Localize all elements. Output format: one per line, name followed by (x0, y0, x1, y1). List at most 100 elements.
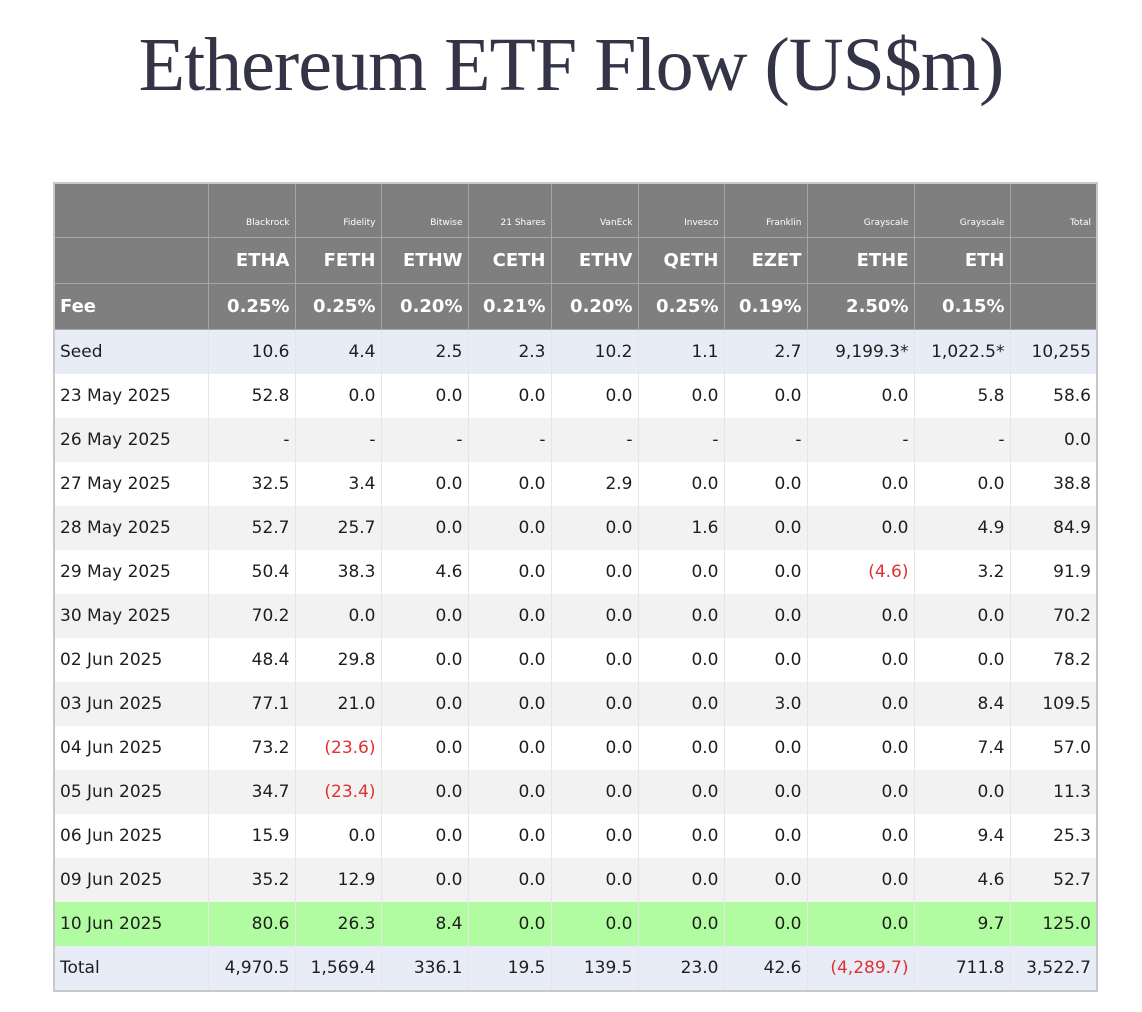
page-title: Ethereum ETF Flow (US$m) (138, 23, 1005, 107)
table-row: Seed 10.6 4.4 2.5 2.3 10.2 1.1 2.7 9,199.3* 1,022… (55, 329, 1096, 374)
flow-value-cell: - (551, 418, 639, 462)
flow-value-cell: 0.0 (381, 374, 469, 418)
issuer-name: 21 Shares (468, 184, 552, 238)
flow-value-cell: 4.6 (381, 550, 469, 594)
flow-value-cell: 3.4 (295, 462, 382, 506)
row-label: 28 May 2025 (55, 506, 209, 550)
total-row: Total 4,970.5 1,569.4 336.1 19.5 139.5 23.0 42.… (55, 946, 1096, 990)
flow-value-cell: 0.0 (381, 770, 469, 814)
fee-value: 0.20% (551, 283, 639, 330)
flow-value-cell: 4.4 (295, 329, 382, 374)
flow-value-cell: 711.8 (914, 946, 1011, 990)
table-row: 28 May 2025 52.7 25.7 0.0 0.0 0.0 1.6 0.0 0.0 4.9… (55, 506, 1096, 550)
flow-value-cell: 0.0 (381, 858, 469, 902)
ticker-symbol: ETHV (551, 237, 639, 284)
flow-value-cell: 0.0 (914, 770, 1011, 814)
flow-value-cell: 0.0 (381, 594, 469, 638)
flow-value-cell: - (295, 418, 382, 462)
issuer-name: Blackrock (208, 184, 296, 238)
fee-value: 0.25% (638, 283, 725, 330)
flow-value-cell: 38.3 (295, 550, 382, 594)
flow-value-cell: 80.6 (208, 902, 296, 946)
flow-value-cell: - (724, 418, 808, 462)
flow-value-cell: 9.4 (914, 814, 1011, 858)
flow-value-cell: 0.0 (724, 550, 808, 594)
flow-value-cell: 0.0 (807, 594, 915, 638)
flow-value-cell: 0.0 (551, 770, 639, 814)
row-label: 26 May 2025 (55, 418, 209, 462)
fee-value: 2.50% (807, 283, 915, 330)
flow-value-cell: 1.1 (638, 329, 725, 374)
flow-value-cell: - (914, 418, 1011, 462)
flow-value-cell: - (638, 418, 725, 462)
flow-value-cell: 2.3 (468, 329, 552, 374)
flow-value-cell: 21.0 (295, 682, 382, 726)
fee-header-row: Fee 0.25% 0.25% 0.20% 0.21% 0.20% 0.25% 0.19% 2.… (55, 283, 1096, 330)
flow-value-cell: 0.0 (724, 462, 808, 506)
flow-value-cell: 0.0 (468, 902, 552, 946)
flow-value-cell: 0.0 (638, 638, 725, 682)
flow-value-cell: 0.0 (295, 594, 382, 638)
flow-value-cell: 0.0 (807, 858, 915, 902)
row-label: Total (55, 946, 209, 990)
row-label: 27 May 2025 (55, 462, 209, 506)
flow-value-cell: 1,569.4 (295, 946, 382, 990)
flow-value-cell: 0.0 (638, 374, 725, 418)
issuer-name: Grayscale (914, 184, 1011, 238)
issuer-name: Bitwise (381, 184, 469, 238)
flow-value-cell: 26.3 (295, 902, 382, 946)
flow-value-cell: 4,970.5 (208, 946, 296, 990)
flow-value-cell: 0.0 (638, 902, 725, 946)
row-total-cell: 109.5 (1010, 682, 1096, 726)
issuer-header-corner (55, 184, 209, 238)
row-total-cell: 70.2 (1010, 594, 1096, 638)
flow-value-cell: 0.0 (551, 814, 639, 858)
flow-value-cell: (4.6) (807, 550, 915, 594)
table-row: 29 May 2025 50.4 38.3 4.6 0.0 0.0 0.0 0.0 (4.6) 3… (55, 550, 1096, 594)
flow-value-cell: 0.0 (724, 594, 808, 638)
row-label: 05 Jun 2025 (55, 770, 209, 814)
flow-value-cell: 0.0 (914, 638, 1011, 682)
flow-value-cell: 0.0 (724, 814, 808, 858)
row-label: Seed (55, 329, 209, 374)
flow-value-cell: 70.2 (208, 594, 296, 638)
issuer-name: VanEck (551, 184, 639, 238)
ticker-total-blank (1010, 237, 1096, 284)
ticker-symbol: ETHE (807, 237, 915, 284)
fee-value: 0.15% (914, 283, 1011, 330)
row-total-cell: 84.9 (1010, 506, 1096, 550)
flow-value-cell: (23.4) (295, 770, 382, 814)
flow-value-cell: - (208, 418, 296, 462)
flow-value-cell: 139.5 (551, 946, 639, 990)
flow-value-cell: 73.2 (208, 726, 296, 770)
flow-value-cell: 0.0 (468, 506, 552, 550)
flow-value-cell: 48.4 (208, 638, 296, 682)
issuer-header-row: Blackrock Fidelity Bitwise 21 Shares VanEck I… (55, 184, 1096, 238)
issuer-name: Invesco (638, 184, 725, 238)
row-total-cell: 58.6 (1010, 374, 1096, 418)
flow-value-cell: 3.0 (724, 682, 808, 726)
flow-value-cell: 0.0 (551, 638, 639, 682)
flow-value-cell: 0.0 (551, 506, 639, 550)
flow-value-cell: 0.0 (914, 462, 1011, 506)
ticker-symbol: ETH (914, 237, 1011, 284)
flow-value-cell: (4,289.7) (807, 946, 915, 990)
flow-value-cell: 0.0 (551, 682, 639, 726)
row-total-cell: 25.3 (1010, 814, 1096, 858)
flow-value-cell: 0.0 (381, 814, 469, 858)
ticker-header-corner (55, 237, 209, 284)
row-total-cell: 52.7 (1010, 858, 1096, 902)
row-total-cell: 78.2 (1010, 638, 1096, 682)
flow-value-cell: 10.2 (551, 329, 639, 374)
flow-value-cell: 0.0 (724, 858, 808, 902)
flow-value-cell: 52.8 (208, 374, 296, 418)
fee-value: 0.25% (295, 283, 382, 330)
fee-total-blank (1010, 283, 1096, 330)
flow-value-cell: 0.0 (468, 374, 552, 418)
row-label: 06 Jun 2025 (55, 814, 209, 858)
flow-value-cell: 0.0 (724, 374, 808, 418)
flow-value-cell: 0.0 (295, 374, 382, 418)
flow-value-cell: 0.0 (807, 638, 915, 682)
flow-value-cell: 0.0 (295, 814, 382, 858)
flow-value-cell: 0.0 (468, 770, 552, 814)
